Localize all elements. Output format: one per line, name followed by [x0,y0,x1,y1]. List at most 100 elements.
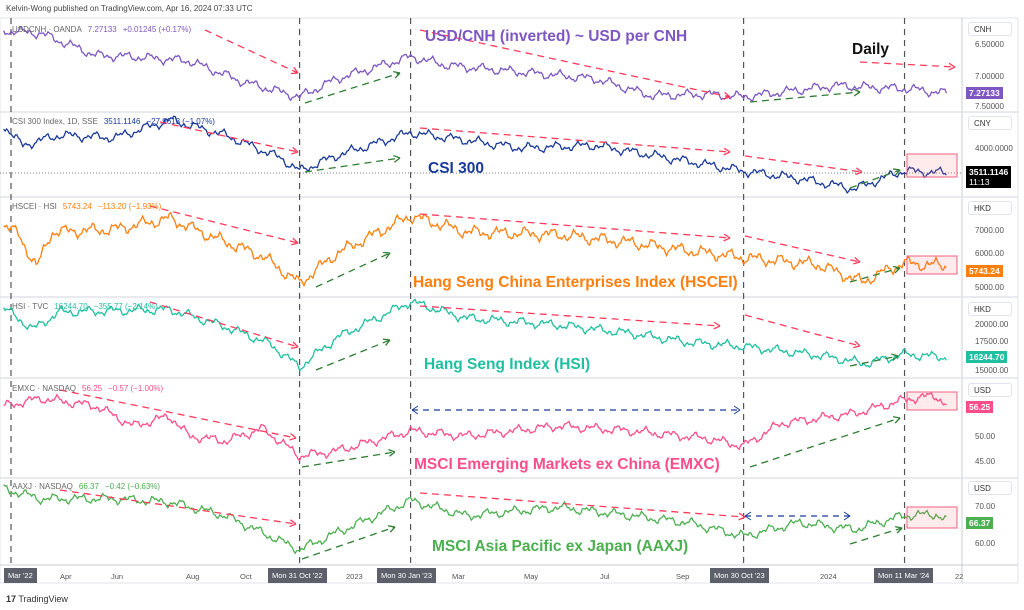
legend-change: −0.42 (−0.63%) [104,482,161,491]
downtrend-arrow-head [292,237,299,244]
range-arrow-emxc-head [733,409,741,415]
downtrend-arrow-head [289,437,297,441]
downtrend-arrow-head [948,62,956,68]
tick: 20000.00 [975,320,1009,329]
uptrend-arrow-head [892,168,901,171]
uptrend-arrow-head [393,71,401,74]
uptrend-arrow-head [388,449,396,453]
downtrend-arrow-head [723,147,731,153]
uptrend-arrow-head [893,265,901,269]
downtrend-arrow [149,205,299,244]
legend-emxc: EMXC · NASDAQ 56.25 −0.57 (−1.00%) [12,384,163,393]
uptrend-arrow-head [389,526,396,533]
tick: 50.00 [975,432,996,441]
uptrend-arrow [301,451,396,468]
downtrend-arrow [59,389,297,439]
uptrend-arrow-head [895,525,903,529]
legend-change: −0.57 (−1.00%) [108,384,164,393]
downtrend-arrow-head [723,96,731,100]
unit-usd[interactable]: USD [968,481,1012,495]
x-tick: Apr [60,572,72,581]
unit-cny[interactable]: CNY [968,116,1012,130]
chart-frame [0,17,1019,584]
uptrend-arrow-head [389,451,396,457]
tradingview-footer[interactable]: 17 TradingView [6,594,68,604]
uptrend-arrow-head [385,252,391,260]
downtrend-arrow-head [291,346,299,350]
downtrend-arrow-head [291,151,299,155]
tick: 6.50000 [975,40,1004,49]
uptrend-arrow [849,527,903,545]
price-value: 3511.1146 [969,167,1009,177]
legend-symbol: HSCEI · HSI [12,202,57,211]
uptrend-arrow-head [892,416,901,419]
uptrend-arrow [315,339,391,371]
downtrend-arrow-head [723,233,731,239]
tick: 4000.0000 [975,144,1013,153]
title-csi: CSI 300 [428,160,485,177]
x-tick: 2024 [820,572,837,581]
tick: 17500.00 [975,337,1009,346]
legend-last: 66.37 [78,482,99,491]
highlight-box [906,255,958,275]
series-line-emxc [3,392,947,462]
downtrend-arrow-head [290,519,297,525]
tick: 7.50000 [975,102,1004,111]
range-arrow-aaxj-head [843,515,851,521]
downtrend-arrow [204,29,299,74]
tick: 60.00 [975,539,996,548]
uptrend-arrow-head [894,169,901,176]
series-line-csi [3,115,947,195]
downtrend-arrow-head [855,171,863,176]
downtrend-arrow [419,305,721,327]
x-tick: 2023 [346,572,363,581]
legend-usdcnh: USDCNH · OANDA 7.27133 +0.01245 (+0.17%) [12,25,191,34]
title-emxc: MSCI Emerging Markets ex China (EMXC) [414,456,720,473]
downtrend-arrow [59,489,297,525]
unit-usd[interactable]: USD [968,383,1012,397]
x-tick: Jun [111,572,124,581]
uptrend-arrow [315,252,391,288]
downtrend-arrow-head [292,341,299,348]
downtrend-arrow-head [713,325,721,330]
x-tick: Mar [452,572,465,581]
legend-symbol: AAXJ · NASDAQ [12,482,73,491]
uptrend-arrow-head [385,339,391,346]
range-arrow-aaxj-head [744,515,752,521]
downtrend-arrow-head [724,91,731,98]
downtrend-arrow-head [854,256,861,263]
price-label-aaxj: 66.37 [966,517,994,529]
unit-hkd[interactable]: HKD [968,302,1012,316]
legend-last: 56.25 [82,384,103,393]
tick: 7000.00 [975,226,1004,235]
brand-name: TradingView [18,594,68,604]
price-countdown: 11:13 [969,177,990,187]
downtrend-arrow-head [948,66,956,71]
title-hsi: Hang Seng Index (HSI) [424,356,591,373]
downtrend-arrow [744,155,863,173]
uptrend-arrow-head [387,525,396,528]
highlight-box [906,153,958,178]
tradingview-logo-icon: 17 [6,594,17,604]
publish-info: Kelvin-Wong published on TradingView.com… [6,4,253,13]
uptrend-arrow [849,267,901,283]
downtrend-arrow-head [291,242,299,246]
legend-symbol: CSI 300 Index, 1D, SSE [12,117,98,126]
x-tick: May [524,572,539,581]
unit-hkd[interactable]: HKD [968,201,1012,215]
uptrend-arrow-head [853,91,861,97]
title-aaxj: MSCI Asia Pacific ex Japan (AAXJ) [432,538,689,555]
range-arrow-emxc-head [411,409,419,415]
legend-last: 16244.70 [54,302,88,311]
uptrend-arrow [304,72,401,104]
uptrend-arrow-head [894,417,901,424]
price-label-hsi: 16244.70 [966,351,1008,363]
price-label-emxc: 56.25 [966,401,994,413]
legend-change: −27.9613 (−1.07%) [146,117,215,126]
unit-cnh[interactable]: CNH [968,22,1012,36]
price-label-hscei: 5743.24 [966,265,1003,277]
tick: 5000.00 [975,283,1004,292]
downtrend-arrow-head [738,516,746,521]
uptrend-arrow-head [394,157,401,163]
